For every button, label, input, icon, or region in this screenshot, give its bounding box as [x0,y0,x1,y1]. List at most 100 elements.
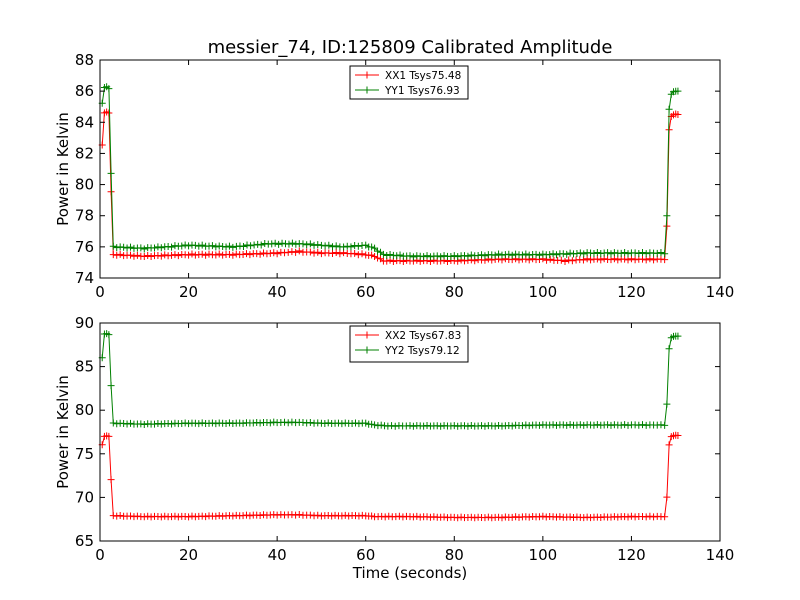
data-point [495,422,503,430]
data-point [621,255,629,263]
y-tick-label: 70 [75,488,94,506]
data-point [340,243,348,251]
data-point [661,513,669,521]
x-tick-label: 100 [529,283,558,301]
data-point [225,250,233,258]
chart-title: messier_74, ID:125809 Calibrated Amplitu… [208,37,613,58]
data-point [212,512,220,520]
data-point [310,241,318,249]
data-point [270,511,278,519]
data-point [171,242,179,250]
data-point [239,419,247,427]
data-point [457,513,465,521]
data-point [341,511,349,519]
data-point [288,248,296,256]
data-point [381,513,389,521]
data-point [208,242,216,250]
data-point [522,250,530,258]
data-point [498,514,506,522]
data-point [546,251,554,259]
data-point [535,251,543,259]
data-point [109,419,117,427]
data-point [566,421,574,429]
data-point [607,421,615,429]
data-point [437,253,445,261]
data-point [130,513,138,521]
data-point [324,419,332,427]
legend-marker [363,86,371,94]
data-point [299,418,307,426]
series-markers [98,108,682,265]
data-point [563,250,571,258]
data-point [368,243,376,251]
data-point [288,239,296,247]
data-point [306,240,314,248]
data-point [505,250,513,258]
data-point [273,250,281,258]
data-point [113,512,121,520]
data-point [552,513,560,521]
data-point [549,421,557,429]
data-point [195,242,203,250]
legend-box [349,325,469,363]
data-point [332,249,340,257]
data-point [454,253,462,261]
data-point [409,253,417,261]
data-point [368,251,376,259]
data-point [306,511,314,519]
data-point [587,256,595,264]
data-point [386,251,394,259]
data-point [310,249,318,257]
data-point [546,255,554,263]
data-point [597,256,605,264]
data-point [610,513,618,521]
data-point [383,251,391,259]
data-point [317,250,325,258]
data-point [593,255,601,263]
data-point [657,249,665,257]
legend-entry: YY1 Tsys76.93 [355,85,460,97]
legend-box [349,65,469,100]
data-point [433,252,441,260]
data-point [292,240,300,248]
data-point [105,432,113,440]
data-point [198,250,206,258]
legend-entry: XX2 Tsys67.83 [355,330,461,342]
data-point [181,241,189,249]
y-tick-label: 74 [75,269,94,287]
data-point [532,250,540,258]
data-point [253,250,261,258]
data-point [107,476,115,484]
data-point [154,252,162,260]
axes-frame [99,322,721,542]
data-point [573,250,581,258]
data-point [437,422,445,430]
data-point [133,512,141,520]
data-point [539,512,547,520]
x-tick-label: 40 [268,283,287,301]
data-point [447,252,455,260]
data-point [271,239,279,247]
data-point [253,418,261,426]
data-point [393,252,401,260]
data-point [371,253,379,261]
data-point [354,251,362,259]
data-point [261,239,269,247]
data-point [423,252,431,260]
data-point [374,254,382,262]
data-point [281,418,289,426]
data-point [284,419,292,427]
data-point [116,250,124,258]
data-point [371,244,379,252]
axes-frame [99,59,721,279]
data-point [174,252,182,260]
x-tick-label: 140 [706,283,735,301]
data-point [478,251,486,259]
data-point [639,248,646,256]
data-point [481,514,489,522]
data-point [384,422,392,430]
data-point [215,242,223,250]
data-point [215,250,223,258]
data-point [580,250,588,258]
data-point [464,422,472,430]
